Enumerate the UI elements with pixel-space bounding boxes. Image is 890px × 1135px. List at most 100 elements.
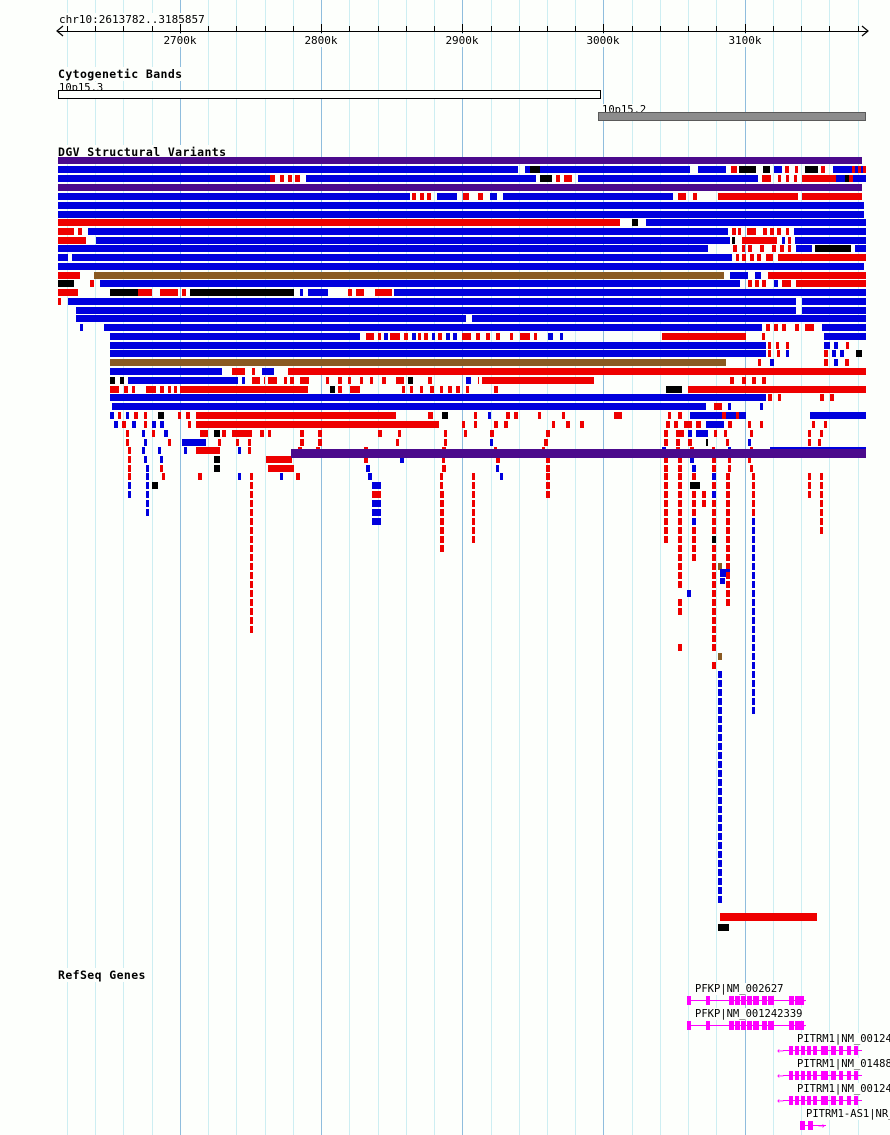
- dgv-variant-segment[interactable]: [714, 430, 717, 437]
- gene-exon[interactable]: [813, 1096, 817, 1105]
- gene-exon[interactable]: [795, 996, 800, 1005]
- dgv-variant-segment[interactable]: [440, 527, 444, 534]
- dgv-variant-segment[interactable]: [752, 626, 755, 633]
- dgv-variant-segment[interactable]: [214, 465, 220, 472]
- dgv-variant-segment[interactable]: [110, 342, 766, 349]
- dgv-variant-segment[interactable]: [726, 500, 730, 507]
- dgv-variant-segment[interactable]: [712, 500, 716, 507]
- dgv-variant-segment[interactable]: [718, 788, 722, 795]
- gene-exon[interactable]: [821, 1046, 828, 1055]
- dgv-variant-segment[interactable]: [58, 166, 518, 173]
- dgv-variant-segment[interactable]: [58, 228, 74, 235]
- gene-exon[interactable]: [789, 1096, 793, 1105]
- dgv-variant-segment[interactable]: [496, 333, 500, 340]
- dgv-variant-segment[interactable]: [796, 245, 812, 252]
- dgv-variant-segment[interactable]: [494, 421, 498, 428]
- dgv-variant-segment[interactable]: [538, 412, 541, 419]
- gene-exon[interactable]: [813, 1071, 817, 1080]
- dgv-variant-segment[interactable]: [544, 439, 548, 446]
- dgv-variant-segment[interactable]: [752, 554, 755, 561]
- dgv-variant-segment[interactable]: [678, 536, 682, 543]
- dgv-variant-segment[interactable]: [366, 465, 370, 472]
- dgv-variant-segment[interactable]: [712, 536, 716, 543]
- dgv-variant-segment[interactable]: [718, 896, 722, 903]
- dgv-variant-segment[interactable]: [160, 456, 163, 463]
- dgv-variant-segment[interactable]: [702, 500, 706, 507]
- dgv-variant-segment[interactable]: [510, 333, 513, 340]
- dgv-variant-segment[interactable]: [490, 439, 493, 446]
- dgv-variant-segment[interactable]: [720, 569, 730, 577]
- dgv-variant-segment[interactable]: [777, 350, 780, 357]
- dgv-variant-segment[interactable]: [678, 456, 682, 463]
- gene-exon[interactable]: [847, 1071, 851, 1080]
- dgv-variant-segment[interactable]: [706, 439, 708, 446]
- dgv-variant-segment[interactable]: [820, 518, 823, 525]
- dgv-variant-segment[interactable]: [78, 228, 82, 235]
- dgv-variant-segment[interactable]: [372, 491, 381, 498]
- dgv-variant-segment[interactable]: [478, 193, 483, 200]
- dgv-variant-segment[interactable]: [676, 430, 684, 437]
- dgv-variant-segment[interactable]: [718, 779, 722, 786]
- dgv-variant-segment[interactable]: [763, 166, 770, 173]
- dgv-variant-segment[interactable]: [731, 166, 737, 173]
- dgv-variant-segment[interactable]: [266, 456, 292, 463]
- dgv-variant-segment[interactable]: [338, 377, 342, 384]
- dgv-variant-segment[interactable]: [128, 377, 238, 384]
- gene-exon[interactable]: [768, 996, 774, 1005]
- dgv-variant-segment[interactable]: [676, 439, 680, 446]
- dgv-variant-segment[interactable]: [664, 439, 668, 446]
- gene-exon[interactable]: [801, 1046, 805, 1055]
- dgv-variant-segment[interactable]: [250, 536, 253, 543]
- gene-exon[interactable]: [847, 1096, 851, 1105]
- dgv-variant-segment[interactable]: [472, 315, 866, 322]
- gene-exon[interactable]: [741, 996, 746, 1005]
- dgv-variant-segment[interactable]: [350, 386, 360, 393]
- gene-exon[interactable]: [795, 1096, 799, 1105]
- dgv-variant-segment[interactable]: [726, 473, 730, 480]
- dgv-variant-segment[interactable]: [90, 280, 94, 287]
- dgv-variant-segment[interactable]: [448, 386, 452, 393]
- dgv-variant-segment[interactable]: [688, 430, 692, 437]
- dgv-variant-segment[interactable]: [684, 421, 692, 428]
- gene-exon[interactable]: [741, 1021, 746, 1030]
- dgv-variant-segment[interactable]: [853, 175, 866, 182]
- dgv-variant-segment[interactable]: [96, 237, 730, 244]
- dgv-variant-segment[interactable]: [236, 439, 239, 446]
- dgv-variant-segment[interactable]: [718, 563, 722, 570]
- dgv-variant-segment[interactable]: [440, 482, 443, 489]
- dgv-variant-segment[interactable]: [118, 412, 121, 419]
- dgv-variant-segment[interactable]: [174, 386, 177, 393]
- dgv-variant-segment[interactable]: [144, 421, 147, 428]
- dgv-variant-segment[interactable]: [706, 421, 724, 428]
- dgv-variant-segment[interactable]: [762, 333, 765, 340]
- dgv-variant-segment[interactable]: [250, 473, 253, 480]
- dgv-variant-segment[interactable]: [58, 280, 74, 287]
- dgv-variant-segment[interactable]: [545, 166, 690, 173]
- dgv-variant-segment[interactable]: [712, 599, 716, 606]
- dgv-variant-segment[interactable]: [722, 412, 726, 419]
- dgv-variant-segment[interactable]: [846, 342, 849, 349]
- dgv-variant-segment[interactable]: [268, 377, 277, 384]
- dgv-variant-segment[interactable]: [688, 439, 692, 446]
- dgv-variant-segment[interactable]: [396, 377, 404, 384]
- dgv-variant-segment[interactable]: [372, 482, 381, 489]
- dgv-variant-segment[interactable]: [662, 333, 746, 340]
- dgv-variant-segment[interactable]: [726, 554, 730, 561]
- dgv-variant-segment[interactable]: [718, 887, 722, 894]
- dgv-variant-segment[interactable]: [788, 237, 791, 244]
- dgv-variant-segment[interactable]: [520, 333, 530, 340]
- dgv-variant-segment[interactable]: [76, 315, 466, 322]
- dgv-variant-segment[interactable]: [546, 473, 550, 480]
- dgv-variant-segment[interactable]: [824, 359, 828, 366]
- gene-exon[interactable]: [753, 996, 759, 1005]
- dgv-variant-segment[interactable]: [664, 456, 668, 463]
- dgv-variant-segment[interactable]: [824, 342, 830, 349]
- dgv-variant-segment[interactable]: [398, 430, 401, 437]
- gene-exon[interactable]: [807, 1071, 811, 1080]
- dgv-variant-segment[interactable]: [786, 350, 789, 357]
- dgv-variant-segment[interactable]: [290, 377, 294, 384]
- dgv-variant-segment[interactable]: [289, 368, 866, 375]
- dgv-variant-segment[interactable]: [820, 491, 823, 498]
- dgv-variant-segment[interactable]: [778, 175, 781, 182]
- dgv-variant-segment[interactable]: [692, 491, 696, 498]
